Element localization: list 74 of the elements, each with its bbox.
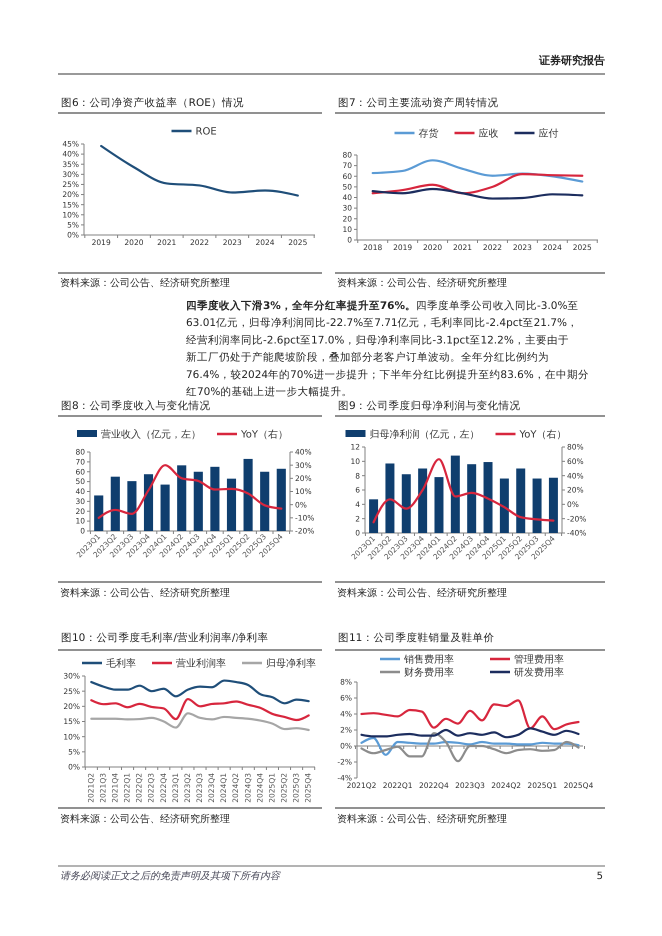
bar: [144, 474, 154, 531]
text: 76.4%，较2024年的70%进一步提升；下半年分红比例提升至约83.6%，在中期分: [186, 368, 589, 381]
line-series: [372, 188, 584, 200]
line-series: [90, 712, 310, 732]
bar: [434, 477, 444, 533]
line-series: [90, 698, 310, 722]
bar: [484, 462, 493, 533]
legend-label: 毛利率: [106, 658, 136, 670]
bar: [276, 468, 286, 531]
chart-title: 图11：公司季度鞋销量及鞋单价: [338, 631, 494, 644]
bar: [418, 468, 428, 533]
text: 资料来源：公司公告、经济研究所整理: [60, 587, 230, 599]
line-series: [90, 679, 310, 704]
text: 新工厂仍处于产能爬坡阶段，叠加部分老客户订单波动。全年分红比例约为: [186, 350, 549, 364]
bar: [110, 476, 120, 531]
line-series: [372, 173, 584, 194]
bar: [210, 466, 220, 531]
legend-label: YoY（右）: [518, 430, 567, 440]
bar: [226, 478, 236, 531]
bar: [500, 478, 509, 533]
line-series: [100, 144, 299, 197]
line-series: [360, 736, 580, 756]
bar: [369, 499, 378, 533]
text: 四季度单季公司收入同比-3.0%至: [416, 299, 578, 312]
text: 资料来源：公司公告、经济研究所整理: [60, 277, 230, 289]
bar: [127, 481, 136, 531]
text: 四季度收入下滑3%，全年分红率提升至76%。: [186, 299, 416, 312]
line-series: [360, 727, 580, 738]
bar: [94, 495, 104, 531]
chart-title: 图10：公司季度毛利率/营业利润率/净利率: [61, 631, 268, 644]
text: 资料来源：公司公告、经济研究所整理: [60, 813, 230, 825]
bar: [260, 472, 270, 531]
legend-label: 管理费用率: [514, 654, 564, 666]
bar: [450, 456, 460, 533]
bar: [385, 463, 394, 533]
legend-label: 销售费用率: [403, 654, 454, 666]
legend-label: 研发费用率: [514, 666, 564, 678]
line-series: [360, 699, 580, 730]
bar: [194, 472, 203, 531]
bar: [516, 468, 526, 533]
line-series: [372, 159, 584, 183]
text: 红70%的基础上进一步大幅提升。: [186, 385, 352, 398]
legend-label: YoY（右）: [240, 430, 288, 440]
bar: [160, 484, 170, 531]
text: 资料来源：公司公告、经济研究所整理: [337, 587, 507, 599]
text: 经营利润率同比-2.6pct至17.0%，归母净利率同比-3.1pct至12.2%，主要由于: [186, 333, 569, 346]
legend-label: 归母净利润（亿元，左）: [370, 428, 480, 440]
text: 证券研究报告: [538, 54, 605, 67]
text: 资料来源：公司公告、经济研究所整理: [337, 277, 507, 289]
text: 请务必阅读正文之后的免责声明及其项下所有内容: [60, 870, 281, 882]
chart-title: 图8：公司季度收入与变化情况: [61, 399, 211, 412]
legend-label: 应付: [538, 128, 558, 140]
chart-title: 图9：公司季度归母净利润与变化情况: [338, 399, 521, 412]
text: 5: [596, 871, 603, 882]
bar: [467, 464, 476, 533]
legend-label: 财务费用率: [404, 666, 454, 678]
text: 63.01亿元，归母净利润同比-22.7%至7.71亿元，毛利率同比-2.4pct至21.7%，: [186, 316, 578, 330]
legend-label: 存货: [418, 128, 438, 140]
chart-title: 图6：公司净资产收益率（ROE）情况: [61, 96, 244, 109]
line-series: [98, 464, 282, 519]
legend-label: ROE: [196, 126, 217, 138]
legend-label: 营业利润率: [176, 658, 226, 670]
bar: [532, 478, 542, 533]
bar: [244, 458, 253, 531]
legend-label: 应收: [478, 128, 498, 140]
legend-label: 归母净利率: [266, 658, 316, 670]
chart-title: 图7：公司主要流动资产周转情况: [338, 96, 499, 109]
line-series: [372, 458, 555, 524]
line-series: [360, 732, 580, 762]
text: 资料来源：公司公告、经济研究所整理: [337, 813, 507, 825]
bar: [402, 474, 411, 533]
bar: [177, 465, 186, 531]
bar: [548, 478, 558, 533]
legend-label: 营业收入（亿元，左）: [101, 428, 201, 440]
